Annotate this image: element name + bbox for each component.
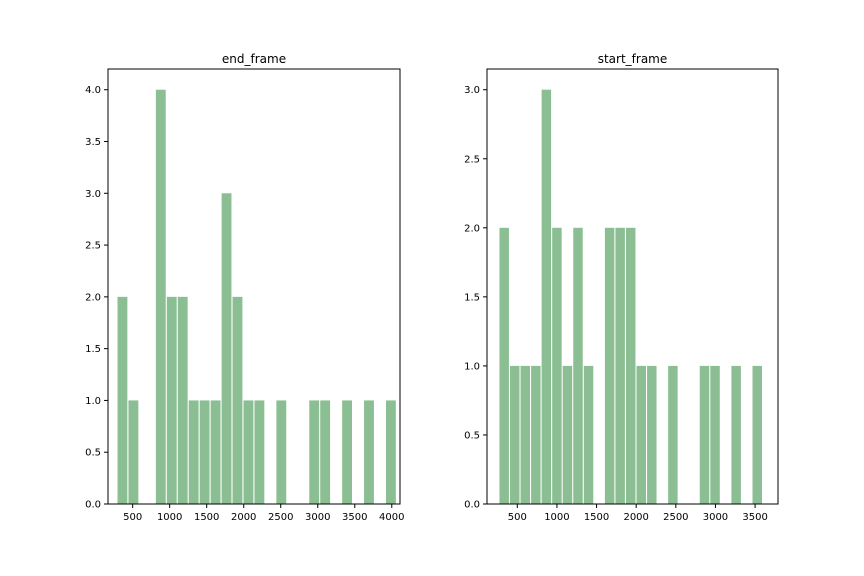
start-frame-bar: [625, 227, 636, 505]
start-frame-y-tick-label: 0.0: [464, 500, 480, 511]
end-frame-bar: [155, 89, 166, 504]
end-frame-y-tick-label: 0.5: [85, 448, 101, 459]
start-frame-x-tick-label: 1000: [544, 512, 569, 523]
end-frame-x-tick-label: 2500: [268, 512, 293, 523]
start-frame-x-tick-label: 500: [508, 512, 527, 523]
end-frame-bar: [254, 400, 265, 504]
start-frame-bar: [604, 227, 615, 505]
end-frame-y-tick-label: 4.0: [85, 85, 101, 96]
end-frame-x-tick-label: 3500: [342, 512, 367, 523]
start-frame-bar: [541, 89, 552, 504]
end-frame-x-ticks: 500 1000 1500 2000 2500 3000 3500 4000: [123, 504, 405, 523]
end-frame-bar: [243, 400, 254, 504]
end-frame-title: end_frame: [222, 52, 286, 66]
start-frame-bar: [499, 227, 509, 505]
start-frame-bar: [531, 365, 541, 504]
end-frame-bar: [128, 400, 139, 504]
end-frame-y-tick-label: 2.5: [85, 241, 101, 252]
end-frame-bar: [188, 400, 199, 504]
end-frame-bar: [221, 193, 232, 505]
end-frame-bars: [117, 89, 396, 505]
end-frame-x-tick-label: 4000: [379, 512, 404, 523]
start-frame-y-tick-label: 1.0: [464, 361, 480, 372]
start-frame-bar: [710, 365, 720, 504]
subplot-end-frame: 500 1000 1500 2000 2500 3000 3500 4000 0.0 0.5 1.…: [85, 52, 404, 523]
end-frame-bar: [364, 400, 374, 504]
start-frame-bar: [752, 365, 762, 504]
start-frame-bar: [668, 365, 678, 504]
start-frame-bar: [510, 365, 520, 504]
start-frame-x-tick-label: 2000: [623, 512, 648, 523]
start-frame-bar: [520, 365, 531, 504]
start-frame-bar: [562, 365, 573, 504]
start-frame-y-tick-label: 2.0: [464, 223, 480, 234]
start-frame-bar: [615, 227, 625, 505]
start-frame-y-ticks: 0.0 0.5 1.0 1.5 2.0 2.5 3.0: [464, 85, 487, 511]
end-frame-x-tick-label: 1500: [194, 512, 219, 523]
end-frame-y-tick-label: 3.5: [85, 137, 101, 148]
end-frame-bar: [210, 400, 221, 504]
start-frame-x-tick-label: 3500: [742, 512, 767, 523]
start-frame-x-ticks: 500 1000 1500 2000 2500 3000 3500: [508, 504, 768, 523]
start-frame-y-tick-label: 1.5: [464, 292, 480, 303]
end-frame-x-tick-label: 1000: [157, 512, 182, 523]
end-frame-x-tick-label: 2000: [231, 512, 256, 523]
end-frame-bar: [117, 296, 128, 504]
end-frame-bar: [276, 400, 287, 504]
end-frame-x-tick-label: 3000: [305, 512, 330, 523]
end-frame-y-ticks: 0.0 0.5 1.0 1.5 2.0 2.5 3.0 3.5 4.0: [85, 85, 108, 511]
end-frame-x-tick-label: 500: [123, 512, 142, 523]
end-frame-y-tick-label: 0.0: [85, 500, 101, 511]
start-frame-y-tick-label: 0.5: [464, 430, 480, 441]
start-frame-x-tick-label: 3000: [703, 512, 728, 523]
start-frame-bar: [731, 365, 741, 504]
start-frame-y-tick-label: 2.5: [464, 154, 480, 165]
end-frame-y-tick-label: 3.0: [85, 189, 101, 200]
start-frame-bars: [499, 89, 762, 505]
end-frame-bar: [177, 296, 188, 504]
end-frame-bar: [309, 400, 320, 504]
start-frame-bar: [583, 365, 594, 504]
end-frame-bar: [232, 296, 243, 504]
end-frame-y-tick-label: 1.5: [85, 344, 101, 355]
start-frame-bar: [636, 365, 647, 504]
end-frame-y-tick-label: 2.0: [85, 292, 101, 303]
start-frame-x-tick-label: 2500: [663, 512, 688, 523]
end-frame-bar: [320, 400, 331, 504]
end-frame-y-tick-label: 1.0: [85, 396, 101, 407]
start-frame-bar: [647, 365, 657, 504]
end-frame-bar: [166, 296, 177, 504]
end-frame-bar: [385, 400, 396, 504]
end-frame-axes-frame: [107, 68, 401, 505]
start-frame-y-tick-label: 3.0: [464, 85, 480, 96]
start-frame-bar: [552, 227, 562, 505]
start-frame-axes-frame: [486, 68, 779, 505]
start-frame-bar: [573, 227, 583, 505]
start-frame-bar: [699, 365, 710, 504]
start-frame-x-tick-label: 1500: [584, 512, 609, 523]
start-frame-title: start_frame: [598, 52, 668, 66]
end-frame-bar: [342, 400, 352, 504]
end-frame-bar: [199, 400, 210, 504]
subplot-start-frame: 500 1000 1500 2000 2500 3000 3500 0.0 0.5 1.0 1.5…: [464, 52, 779, 523]
